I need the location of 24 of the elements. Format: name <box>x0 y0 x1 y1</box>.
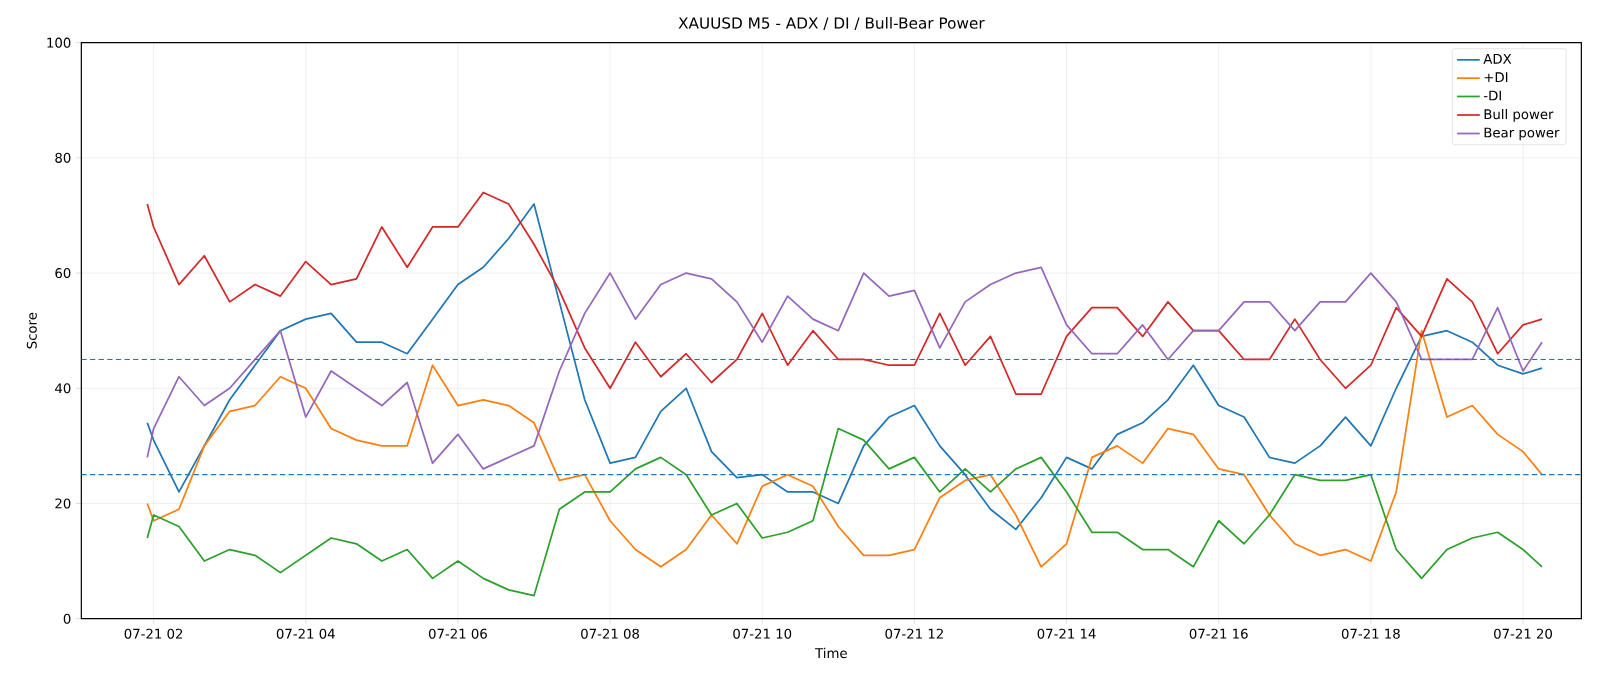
x-tick-label: 07-21 12 <box>885 628 943 639</box>
x-tick-label: 07-21 16 <box>1189 628 1248 639</box>
chart-title: XAUUSD M5 - ADX / DI / Bull-Bear Power <box>678 16 985 30</box>
y-tick-label: 40 <box>55 383 71 394</box>
x-axis-title: Time <box>815 647 847 659</box>
legend-label: Bear power <box>1484 127 1560 141</box>
x-tick-label: 07-21 02 <box>124 628 183 639</box>
legend-label: Bull power <box>1484 108 1554 122</box>
x-tick-label: 07-21 14 <box>1037 628 1096 639</box>
x-tick-label: 07-21 08 <box>581 628 640 639</box>
x-tick-label: 07-21 06 <box>428 628 487 639</box>
y-tick-label: 80 <box>55 152 71 163</box>
legend-label: -DI <box>1483 90 1501 101</box>
x-tick-label: 07-21 10 <box>733 628 792 639</box>
y-axis-title: Score <box>26 312 37 349</box>
y-tick-label: 60 <box>55 268 71 279</box>
legend-label: ADX <box>1483 53 1512 64</box>
x-tick-label: 07-21 18 <box>1341 628 1400 639</box>
y-tick-label: 20 <box>55 498 71 509</box>
legend-label: +DI <box>1484 72 1508 82</box>
y-tick-label: 100 <box>47 37 71 48</box>
x-tick-label: 07-21 04 <box>276 628 335 639</box>
y-tick-label: 0 <box>63 613 71 624</box>
x-tick-label: 07-21 20 <box>1494 628 1552 639</box>
